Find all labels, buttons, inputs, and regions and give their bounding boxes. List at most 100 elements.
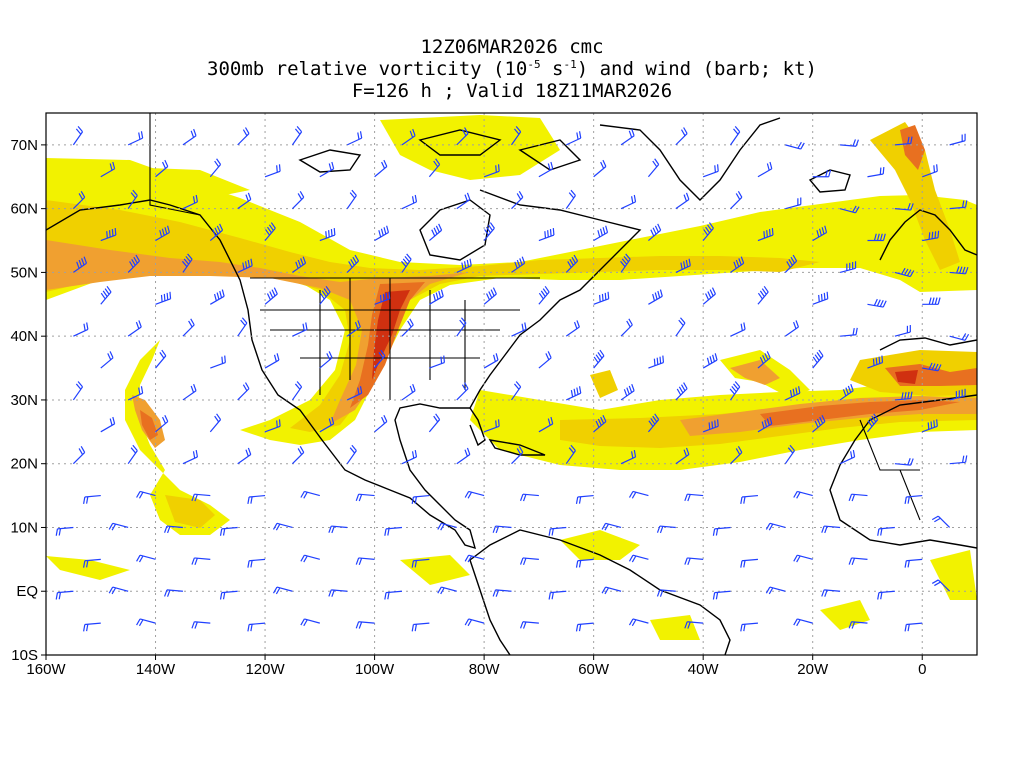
wind-barb (247, 558, 266, 568)
wind-barb (848, 493, 868, 502)
wind-barb (401, 318, 414, 337)
wind-barb (702, 287, 716, 305)
wind-barb (566, 386, 582, 401)
lat-label: 70N (10, 137, 38, 154)
wind-barb (237, 258, 253, 273)
title-field-description: 300mb relative vorticity (10-5 s-1) and … (0, 58, 1024, 80)
wind-barb (684, 621, 704, 629)
vorticity-level1 (46, 158, 977, 445)
wind-barb (492, 525, 512, 534)
wind-barb (620, 383, 635, 401)
wind-barb (272, 522, 293, 531)
wind-barb (72, 126, 84, 146)
title-exponent: -5 (527, 58, 541, 71)
wind-barb (247, 622, 266, 632)
political-borders (149, 113, 921, 521)
vorticity-level4 (140, 410, 158, 440)
vorticity-level1 (560, 530, 640, 560)
wind-barb (812, 291, 829, 305)
vorticity-level5 (372, 290, 410, 380)
wind-barb (812, 169, 832, 178)
wind-barb (456, 382, 469, 401)
wind-barb (264, 222, 276, 241)
lon-label: 80W (469, 661, 501, 678)
lon-label: 120W (245, 661, 285, 678)
wind-barb (429, 355, 445, 369)
wind-barb (922, 419, 938, 433)
wind-barb (237, 192, 252, 210)
wind-barb (647, 158, 660, 178)
vorticity-level2 (46, 200, 820, 432)
wind-barb (464, 554, 485, 563)
wind-barb (684, 493, 704, 502)
vorticity-level2 (590, 370, 618, 398)
wind-barb (483, 222, 495, 241)
wind-barb (922, 297, 941, 305)
wind-barb (675, 317, 686, 337)
lon-label: 140W (136, 661, 176, 678)
wind-barb (264, 287, 278, 305)
wind-barb (511, 190, 524, 210)
wind-barb (839, 261, 857, 273)
vorticity-level1 (46, 556, 130, 580)
wind-barb (346, 189, 357, 209)
wind-barb (83, 558, 101, 568)
wind-barb (136, 618, 156, 627)
wind-barb (155, 225, 170, 242)
vorticity-level1 (380, 115, 560, 180)
wind-barb (812, 225, 828, 242)
wind-barb (839, 205, 860, 214)
wind-barb (848, 621, 868, 629)
wind-barb (729, 381, 741, 401)
wind-barb (164, 525, 183, 534)
vorticity-level2 (165, 495, 215, 528)
wind-barb (904, 622, 923, 632)
wind-barb (904, 494, 923, 504)
wind-barb (219, 590, 238, 600)
wind-barb (355, 493, 375, 502)
wind-barb (793, 618, 813, 627)
wind-barb (949, 266, 969, 275)
wind-barb (346, 254, 360, 273)
wind-barb (374, 414, 388, 433)
title-exponent: -1 (563, 58, 577, 71)
wind-barb (100, 228, 117, 242)
vorticity-level4 (900, 125, 925, 170)
wind-barb (328, 589, 348, 597)
wind-barb (548, 526, 567, 536)
wind-barb (108, 522, 129, 531)
wind-barb (155, 349, 167, 369)
wind-barb (840, 327, 858, 337)
wind-barb (757, 351, 771, 369)
wind-barb (593, 159, 607, 178)
wind-barb (401, 128, 416, 146)
wind-barb (702, 222, 714, 241)
wind-barb (675, 258, 691, 273)
wind-barb (428, 158, 441, 178)
coastline-africa (829, 394, 977, 549)
wind-barb (411, 494, 430, 504)
wind-barb (702, 164, 719, 178)
wind-barb (127, 386, 144, 401)
wind-barb (538, 351, 552, 369)
wind-barb (648, 355, 665, 369)
lon-label: 60W (578, 661, 610, 678)
wind-barb (894, 391, 913, 401)
wind-barb (72, 190, 86, 210)
wind-barb (292, 446, 305, 465)
wind-barb (949, 333, 970, 341)
wind-barb (784, 254, 798, 273)
wind-barb (931, 515, 951, 528)
wind-barb (538, 228, 555, 242)
wind-barb (127, 320, 142, 337)
wind-barb (821, 525, 841, 534)
wind-barb (108, 586, 129, 595)
wind-barb (740, 494, 758, 504)
wind-barb (904, 558, 923, 568)
wind-barb (730, 190, 743, 210)
wind-barb (374, 159, 388, 178)
wind-barb (355, 557, 375, 566)
title-part: 300mb relative vorticity (10 (207, 58, 528, 80)
wind-barb (384, 526, 403, 536)
latitude-labels: 70N 60N 50N 40N 30N 20N 10N EQ 10S (10, 137, 38, 664)
